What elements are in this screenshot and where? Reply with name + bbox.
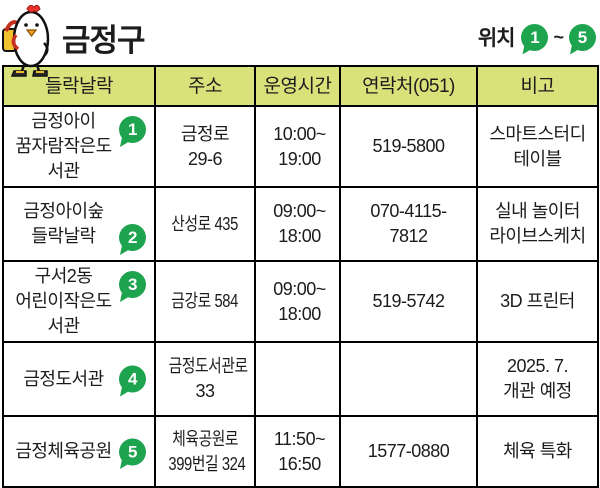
hours-cell: 09:00~ 18:00: [254, 186, 341, 262]
note-cell: 실내 놀이터 라이브스케치: [476, 186, 599, 262]
table-row: 금정아이 꿈자람작은도서관 1 금정로 29-6 10:00~ 19:00 51…: [2, 105, 599, 188]
location-badge: 5: [119, 438, 146, 465]
address-cell: 체육공원로 399번길 324: [154, 415, 256, 488]
address-cell: 금강로 584: [154, 260, 256, 343]
address-cell: 산성로 435: [154, 186, 256, 262]
column-header-contact: 연락처(051): [339, 65, 478, 107]
location-badge: 3: [119, 271, 146, 298]
contact-cell: [339, 341, 478, 417]
contact-cell: 070-4115- 7812: [339, 186, 478, 262]
address-cell: 금정로 29-6: [154, 105, 256, 188]
chicken-mascot-icon: [2, 4, 50, 77]
table-row: 금정도서관 4 금정도서관로 33 2025. 7. 개관 예정: [2, 341, 599, 417]
column-header-address: 주소: [154, 65, 256, 107]
table-row: 금정체육공원 5 체육공원로 399번길 324 11:50~ 16:50 15…: [2, 415, 599, 488]
top-bar: 금정구 위치 1 ~ 5: [0, 0, 600, 77]
column-header-hours: 운영시간: [254, 65, 341, 107]
table-header: 들락날락 주소 운영시간 연락처(051) 비고: [2, 65, 599, 107]
table-row: 금정아이숲 들락날락 2 산성로 435 09:00~ 18:00 070-41…: [2, 186, 599, 262]
table-row: 구서2동 어린이작은도서관 3 금강로 584 09:00~ 18:00 519…: [2, 260, 599, 343]
location-badge-start: 1: [521, 23, 549, 51]
contact-cell: 519-5742: [339, 260, 478, 343]
address-cell: 금정도서관로 33: [154, 341, 256, 417]
location-range-separator: ~: [553, 26, 564, 47]
name-cell: 금정아이숲 들락날락 2: [2, 186, 156, 262]
name-cell: 구서2동 어린이작은도서관 3: [2, 260, 156, 343]
name-cell: 금정아이 꿈자람작은도서관 1: [2, 105, 156, 188]
note-cell: 스마트스터디 테이블: [476, 105, 599, 188]
note-cell: 체육 특화: [476, 415, 599, 488]
contact-cell: 1577-0880: [339, 415, 478, 488]
column-header-name: 들락날락: [2, 65, 156, 107]
note-cell: 2025. 7. 개관 예정: [476, 341, 599, 417]
contact-cell: 519-5800: [339, 105, 478, 188]
name-cell: 금정도서관 4: [2, 341, 156, 417]
location-badge: 4: [119, 365, 146, 393]
column-header-note: 비고: [476, 65, 599, 107]
location-legend: 위치 1 ~ 5: [478, 22, 596, 52]
hours-cell: 10:00~ 19:00: [254, 105, 341, 188]
facilities-table: 들락날락 주소 운영시간 연락처(051) 비고 금정아이 꿈자람작은도서관 1…: [2, 65, 599, 488]
page-title: 금정구: [62, 23, 146, 58]
note-cell: 3D 프린터: [476, 260, 599, 343]
name-cell: 금정체육공원 5: [2, 415, 156, 488]
hours-cell: [254, 341, 341, 417]
location-badge: 1: [119, 116, 146, 143]
location-badge-end: 5: [569, 23, 596, 51]
hours-cell: 11:50~ 16:50: [254, 415, 341, 488]
hours-cell: 09:00~ 18:00: [254, 260, 341, 343]
location-badge: 2: [119, 224, 146, 251]
location-label: 위치: [477, 27, 516, 50]
